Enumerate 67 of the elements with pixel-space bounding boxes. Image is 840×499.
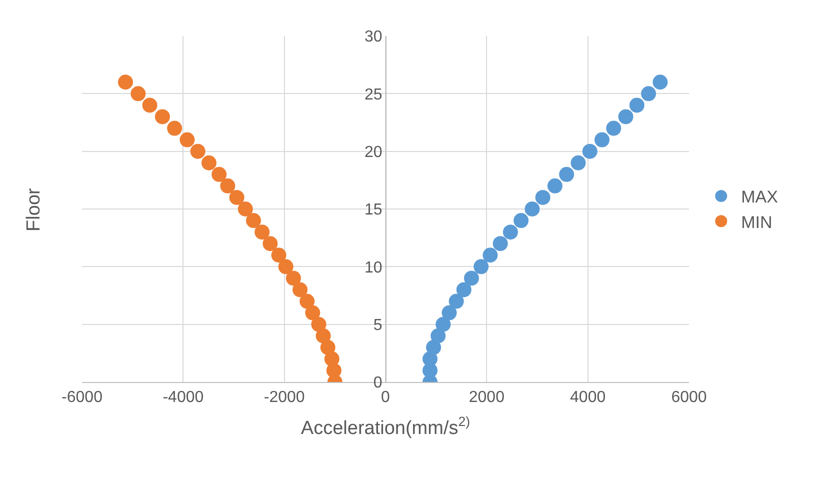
point bbox=[482, 248, 498, 263]
point bbox=[154, 109, 170, 124]
y-tick-label: 15 bbox=[364, 202, 382, 219]
y-tick-label: 25 bbox=[364, 86, 382, 104]
point bbox=[246, 213, 261, 228]
point bbox=[442, 305, 457, 320]
point bbox=[492, 236, 508, 252]
point bbox=[426, 340, 442, 355]
x-axis-title: Acceleration(mm/s$^{2)}$ bbox=[300, 414, 470, 439]
point bbox=[641, 86, 656, 102]
point bbox=[524, 202, 540, 216]
point bbox=[448, 294, 464, 309]
y-tick-label: 10 bbox=[364, 259, 382, 276]
y-axis-title: Floor bbox=[23, 187, 44, 232]
point bbox=[514, 213, 529, 228]
point bbox=[201, 155, 216, 170]
y-tick-label: 5 bbox=[373, 316, 382, 334]
point bbox=[430, 328, 446, 344]
point bbox=[547, 178, 562, 194]
point bbox=[142, 98, 158, 113]
point bbox=[582, 144, 598, 159]
x-tick-label: 2000 bbox=[468, 389, 505, 406]
point bbox=[286, 270, 301, 286]
point bbox=[606, 120, 622, 136]
point bbox=[130, 86, 146, 102]
point bbox=[212, 166, 227, 182]
point bbox=[220, 178, 236, 194]
point bbox=[502, 224, 518, 240]
point bbox=[456, 282, 472, 298]
point bbox=[271, 248, 286, 263]
point bbox=[324, 351, 340, 366]
x-tick-label: 4000 bbox=[570, 389, 606, 406]
point bbox=[311, 316, 326, 332]
point bbox=[422, 351, 438, 366]
x-tick-label: -4000 bbox=[162, 389, 204, 406]
point bbox=[278, 259, 294, 274]
point bbox=[629, 98, 644, 113]
point bbox=[474, 259, 489, 274]
y-tick-label: 0 bbox=[373, 374, 382, 392]
point bbox=[316, 328, 331, 344]
point bbox=[262, 236, 278, 252]
point bbox=[436, 316, 451, 332]
point bbox=[652, 74, 668, 90]
point bbox=[535, 190, 550, 205]
x-tick-label: 6000 bbox=[671, 389, 707, 406]
point bbox=[238, 202, 253, 216]
point bbox=[118, 74, 133, 90]
point bbox=[618, 109, 634, 124]
y-tick-label: 30 bbox=[364, 28, 382, 46]
x-tick-label: -6000 bbox=[62, 389, 103, 406]
point bbox=[300, 294, 315, 309]
legend-label: MIN bbox=[741, 212, 772, 232]
point bbox=[570, 155, 586, 170]
point bbox=[254, 224, 270, 240]
legend-label: MAX bbox=[741, 188, 778, 207]
point bbox=[559, 166, 574, 182]
point bbox=[305, 305, 320, 320]
point bbox=[594, 132, 610, 148]
point bbox=[320, 340, 336, 355]
point bbox=[292, 282, 308, 298]
point bbox=[190, 144, 206, 159]
point bbox=[167, 120, 182, 136]
point bbox=[180, 132, 195, 148]
y-tick-label: 20 bbox=[364, 144, 382, 161]
point bbox=[464, 270, 479, 286]
point bbox=[229, 190, 244, 205]
x-tick-label: -2000 bbox=[264, 389, 305, 406]
